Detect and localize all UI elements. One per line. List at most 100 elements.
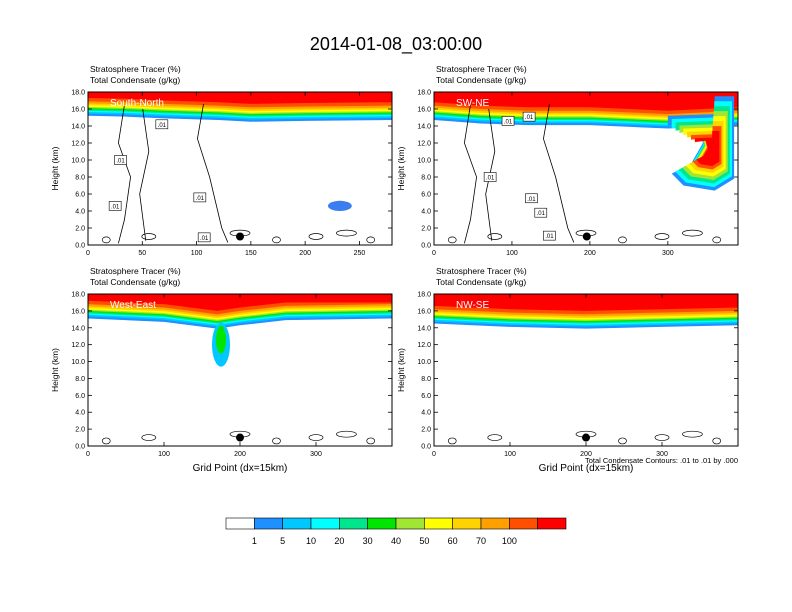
ytick-label: 4.0 (421, 410, 431, 417)
colorbar-label: 70 (476, 536, 486, 546)
xtick-label: 100 (506, 250, 518, 257)
xtick-label: 50 (138, 250, 146, 257)
ylabel: Height (km) (50, 348, 60, 392)
xtick-label: 100 (158, 451, 170, 458)
panel-subtitle-tracer: Stratosphere Tracer (%) (90, 64, 181, 74)
tracer-band-11 (434, 294, 738, 311)
colorbar-label: 30 (363, 536, 373, 546)
location-marker (236, 433, 244, 442)
colorbar-box (424, 517, 453, 530)
location-marker (582, 433, 590, 442)
xlabel: Grid Point (dx=15km) (193, 463, 288, 474)
surface-contour (654, 233, 670, 240)
ytick-label: 2.0 (421, 427, 431, 434)
ylabel: Height (km) (396, 348, 406, 392)
xtick-label: 200 (234, 451, 246, 458)
panel-subtitle-tracer: Stratosphere Tracer (%) (436, 64, 527, 74)
xtick-label: 250 (354, 250, 366, 257)
contour-label: .01 (196, 196, 205, 202)
ytick-label: 0.0 (421, 243, 431, 250)
plot-area (434, 294, 738, 445)
contour-label: .01 (116, 159, 125, 165)
ytick-label: 10.0 (417, 158, 431, 165)
surface-contour (447, 437, 457, 445)
surface-contour (308, 434, 324, 441)
ytick-label: 2.0 (75, 427, 85, 434)
ytick-label: 8.0 (421, 376, 431, 383)
xtick-label: 200 (584, 250, 596, 257)
ytick-label: 4.0 (421, 209, 431, 216)
xtick-label: 300 (310, 451, 322, 458)
tracer-band-11 (434, 92, 738, 111)
contour-label: .01 (200, 236, 209, 242)
axes-frame (87, 91, 393, 246)
ytick-label: 14.0 (417, 124, 431, 131)
surface-contour (336, 229, 357, 237)
condensate-contour (543, 103, 575, 243)
colorbar-label: 1 (252, 536, 257, 546)
plot-area (88, 294, 392, 445)
contour-label-box (155, 119, 169, 130)
surface-contour (308, 233, 324, 240)
contour-label-box (108, 201, 122, 211)
ytick-label: 6.0 (75, 192, 85, 199)
axes-frame (433, 91, 739, 246)
figure-title: 2014-01-08_03:00:00 (310, 34, 482, 55)
contour-footnote: Total Condensate Contours: .01 to .01 by… (585, 456, 738, 465)
surface-contour (366, 437, 376, 445)
surface-contour (487, 434, 503, 441)
condensate-contour (197, 103, 229, 243)
contour-label: .01 (525, 115, 534, 121)
ytick-label: 16.0 (71, 308, 85, 315)
condensate-contour (139, 108, 150, 241)
plot-area: .01 .01 .01 .01 .01 .01 (434, 92, 738, 244)
surface-contour (447, 236, 457, 244)
panel-nw-se: 0.0 2.0 4.0 6.0 8.0 10.0 12.0 14.0 16.0 18.0 0 100 2… (396, 266, 739, 474)
ytick-label: 18.0 (71, 90, 85, 97)
ylabel: Height (km) (396, 146, 406, 190)
contour-label-box (543, 230, 556, 241)
colorbar-label: 40 (391, 536, 401, 546)
colorbar-box (225, 517, 255, 530)
colorbar-box (537, 517, 567, 530)
xtick-label: 0 (86, 451, 90, 458)
tracer-band-11 (88, 92, 392, 104)
condensate-contour (463, 104, 477, 244)
panel-subtitle-condensate: Total Condensate (g/kg) (90, 75, 180, 85)
colorbar-box (310, 517, 340, 530)
panel-subtitle-condensate: Total Condensate (g/kg) (436, 75, 526, 85)
panel-label: South-North (110, 98, 164, 109)
colorbar-box (395, 517, 425, 530)
surface-contour (682, 430, 703, 438)
ytick-label: 18.0 (71, 292, 85, 299)
condensate-contour (117, 104, 131, 244)
surface-contour (272, 236, 281, 244)
colorbar-label: 50 (419, 536, 429, 546)
surface-contour (712, 437, 722, 445)
colorbar-label: 100 (502, 536, 517, 546)
surface-contour (712, 236, 722, 244)
surface-contour (272, 437, 281, 445)
panel-subtitle-tracer: Stratosphere Tracer (%) (90, 266, 181, 276)
fold-band-8 (694, 131, 720, 166)
surface-contour (618, 437, 627, 445)
xlabel: Grid Point (dx=15km) (539, 463, 634, 474)
xtick-label: 300 (656, 451, 668, 458)
ytick-label: 8.0 (75, 376, 85, 383)
surface-contour (101, 236, 111, 244)
ytick-label: 12.0 (417, 342, 431, 349)
ytick-label: 18.0 (417, 90, 431, 97)
contour-label-box (114, 155, 127, 165)
xtick-label: 200 (580, 451, 592, 458)
ytick-label: 10.0 (417, 359, 431, 366)
ytick-label: 10.0 (71, 158, 85, 165)
ytick-label: 16.0 (417, 308, 431, 315)
panel-subtitle-condensate: Total Condensate (g/kg) (436, 277, 526, 287)
surface-contour (101, 437, 111, 445)
ytick-label: 4.0 (75, 410, 85, 417)
ytick-label: 6.0 (421, 393, 431, 400)
surface-contour (487, 233, 503, 240)
ytick-label: 16.0 (71, 107, 85, 114)
colorbar-label: 60 (448, 536, 458, 546)
contour-label: .01 (545, 234, 554, 240)
